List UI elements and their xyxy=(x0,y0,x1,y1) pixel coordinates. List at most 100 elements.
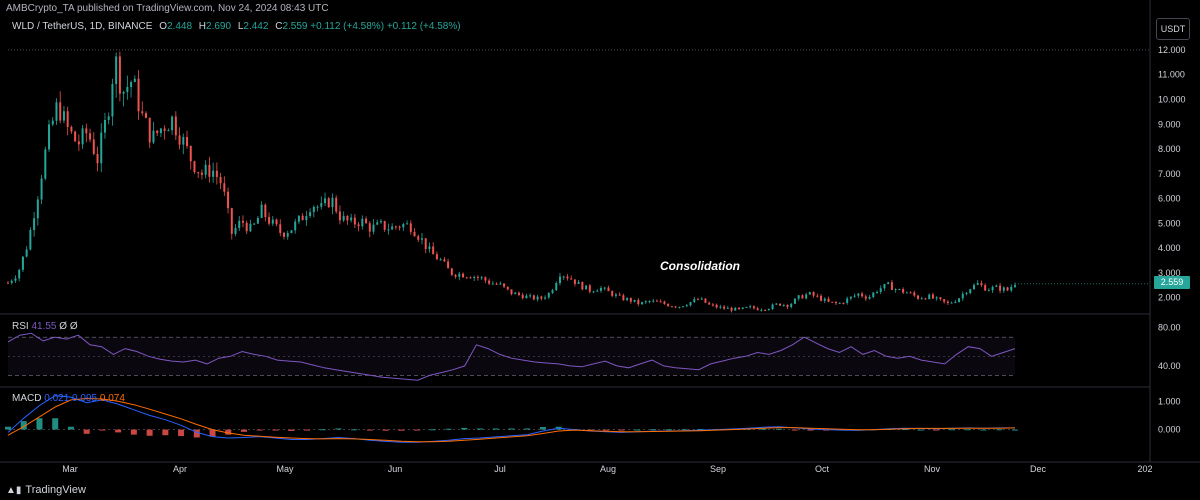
candle-body xyxy=(902,289,905,293)
candle-body xyxy=(126,87,129,93)
candle-body xyxy=(439,259,442,261)
candle-body xyxy=(70,126,73,132)
macd-histogram-bar xyxy=(901,429,908,430)
candle-body xyxy=(909,292,912,294)
candle-body xyxy=(18,269,21,279)
candle-body xyxy=(771,304,774,310)
candle-body xyxy=(853,295,856,297)
last-price-badge: 2.559 xyxy=(1154,276,1190,289)
candle-body xyxy=(424,238,427,249)
candle-body xyxy=(775,303,778,305)
rsi-label[interactable]: RSI xyxy=(12,321,29,332)
candle-body xyxy=(335,197,338,212)
candle-body xyxy=(887,282,890,285)
candle-body xyxy=(10,280,13,283)
price-tick-label: 11.000 xyxy=(1158,70,1185,80)
candle-body xyxy=(820,295,823,301)
macd-tick-label: 1.000 xyxy=(1158,396,1181,406)
candle-body xyxy=(391,226,394,230)
macd-histogram-bar xyxy=(5,426,11,430)
candle-body xyxy=(156,130,159,134)
candle-body xyxy=(499,283,502,285)
candle-body xyxy=(614,294,617,296)
candle-body xyxy=(89,133,92,140)
candle-body xyxy=(223,183,226,192)
candle-body xyxy=(995,285,998,287)
macd-histogram-bar xyxy=(288,429,295,431)
candle-body xyxy=(488,280,491,284)
candle-body xyxy=(958,298,961,302)
candle-body xyxy=(827,298,830,302)
candle-body xyxy=(734,307,737,311)
low-value: 2.442 xyxy=(243,21,269,32)
macd-histogram-bar xyxy=(241,429,248,432)
macd-histogram-bar xyxy=(256,429,263,431)
candle-body xyxy=(379,221,382,223)
candle-body xyxy=(924,298,927,300)
candle-body xyxy=(25,249,28,257)
candle-body xyxy=(793,298,796,304)
candle-body xyxy=(633,299,636,302)
candle-body xyxy=(309,212,312,217)
candle-body xyxy=(208,164,211,177)
candle-body xyxy=(420,238,423,240)
candle-body xyxy=(59,102,62,121)
candle-body xyxy=(398,226,401,228)
candle-body xyxy=(726,307,729,309)
close-value: 2.559 xyxy=(282,21,308,32)
macd-label[interactable]: MACD xyxy=(12,393,42,404)
candle-body xyxy=(122,92,125,94)
symbol-pair[interactable]: WLD / TetherUS, 1D, BINANCE xyxy=(12,21,153,32)
candle-body xyxy=(167,130,170,132)
time-tick-label: 202 xyxy=(1137,464,1152,474)
candle-body xyxy=(991,286,994,291)
candle-body xyxy=(137,78,140,112)
candle-body xyxy=(241,220,244,223)
macd-histogram-bar xyxy=(665,429,672,431)
candle-body xyxy=(984,285,987,291)
candle-body xyxy=(536,296,539,300)
candle-body xyxy=(514,292,517,295)
macd-histogram-bar xyxy=(319,429,326,431)
candle-body xyxy=(204,164,207,175)
price-tick-label: 5.000 xyxy=(1158,218,1181,228)
candle-body xyxy=(271,219,274,224)
candle-body xyxy=(585,285,588,290)
candle-body xyxy=(704,298,707,303)
macd-histogram-bar xyxy=(146,429,153,436)
candle-body xyxy=(678,306,681,308)
candle-body xyxy=(980,283,983,286)
macd-histogram-bar xyxy=(477,428,484,430)
candle-body xyxy=(234,227,237,234)
candle-body xyxy=(320,203,323,207)
time-tick-label: Mar xyxy=(62,464,78,474)
macd-histogram-bar xyxy=(791,429,798,431)
candle-body xyxy=(21,256,24,270)
candle-body xyxy=(547,292,550,298)
candle-body xyxy=(883,284,886,289)
tradingview-logo[interactable]: ▲▮ TradingView xyxy=(6,484,86,496)
candle-body xyxy=(342,215,345,221)
macd-histogram-bar xyxy=(445,428,452,430)
candle-body xyxy=(782,304,785,306)
currency-button[interactable]: USDT xyxy=(1156,18,1190,40)
candle-body xyxy=(510,289,513,295)
macd-histogram-bar xyxy=(162,429,169,436)
candle-body xyxy=(767,309,770,311)
candle-body xyxy=(961,293,964,299)
macd-histogram-bar xyxy=(949,429,956,431)
candle-body xyxy=(801,295,804,299)
candle-body xyxy=(312,206,315,213)
candle-body xyxy=(864,296,867,299)
candle-body xyxy=(331,197,334,208)
macd-histogram-bar xyxy=(697,429,704,430)
candle-body xyxy=(346,215,349,221)
candle-body xyxy=(905,292,908,294)
macd-histogram-bar xyxy=(508,428,515,430)
candle-body xyxy=(92,139,95,154)
macd-histogram-bar xyxy=(335,428,342,430)
rsi-tick-label: 40.00 xyxy=(1158,361,1181,371)
candle-body xyxy=(816,295,819,297)
candle-body xyxy=(230,208,233,234)
